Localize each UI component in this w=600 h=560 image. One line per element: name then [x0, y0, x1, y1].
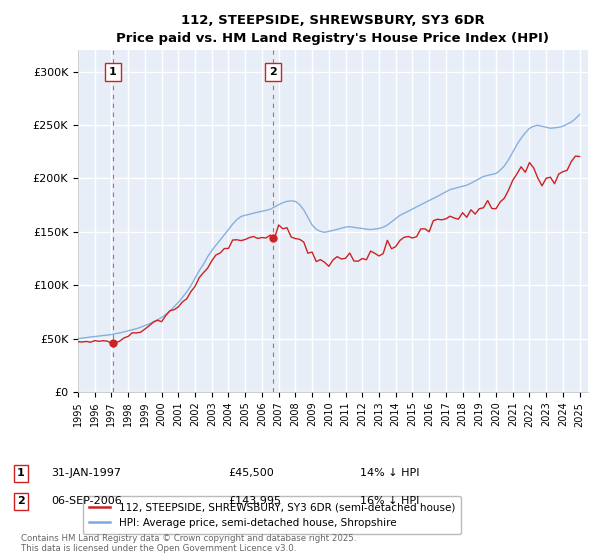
Text: 1: 1 — [109, 67, 116, 77]
Text: £45,500: £45,500 — [228, 468, 274, 478]
Text: 2: 2 — [269, 67, 277, 77]
Text: 31-JAN-1997: 31-JAN-1997 — [51, 468, 121, 478]
Text: 2: 2 — [17, 496, 25, 506]
Text: £143,995: £143,995 — [228, 496, 281, 506]
Text: 06-SEP-2006: 06-SEP-2006 — [51, 496, 122, 506]
Text: 14% ↓ HPI: 14% ↓ HPI — [360, 468, 419, 478]
Title: 112, STEEPSIDE, SHREWSBURY, SY3 6DR
Price paid vs. HM Land Registry's House Pric: 112, STEEPSIDE, SHREWSBURY, SY3 6DR Pric… — [116, 14, 550, 45]
Text: 16% ↓ HPI: 16% ↓ HPI — [360, 496, 419, 506]
Legend: 112, STEEPSIDE, SHREWSBURY, SY3 6DR (semi-detached house), HPI: Average price, s: 112, STEEPSIDE, SHREWSBURY, SY3 6DR (sem… — [83, 496, 461, 534]
Text: Contains HM Land Registry data © Crown copyright and database right 2025.
This d: Contains HM Land Registry data © Crown c… — [21, 534, 356, 553]
Text: 1: 1 — [17, 468, 25, 478]
